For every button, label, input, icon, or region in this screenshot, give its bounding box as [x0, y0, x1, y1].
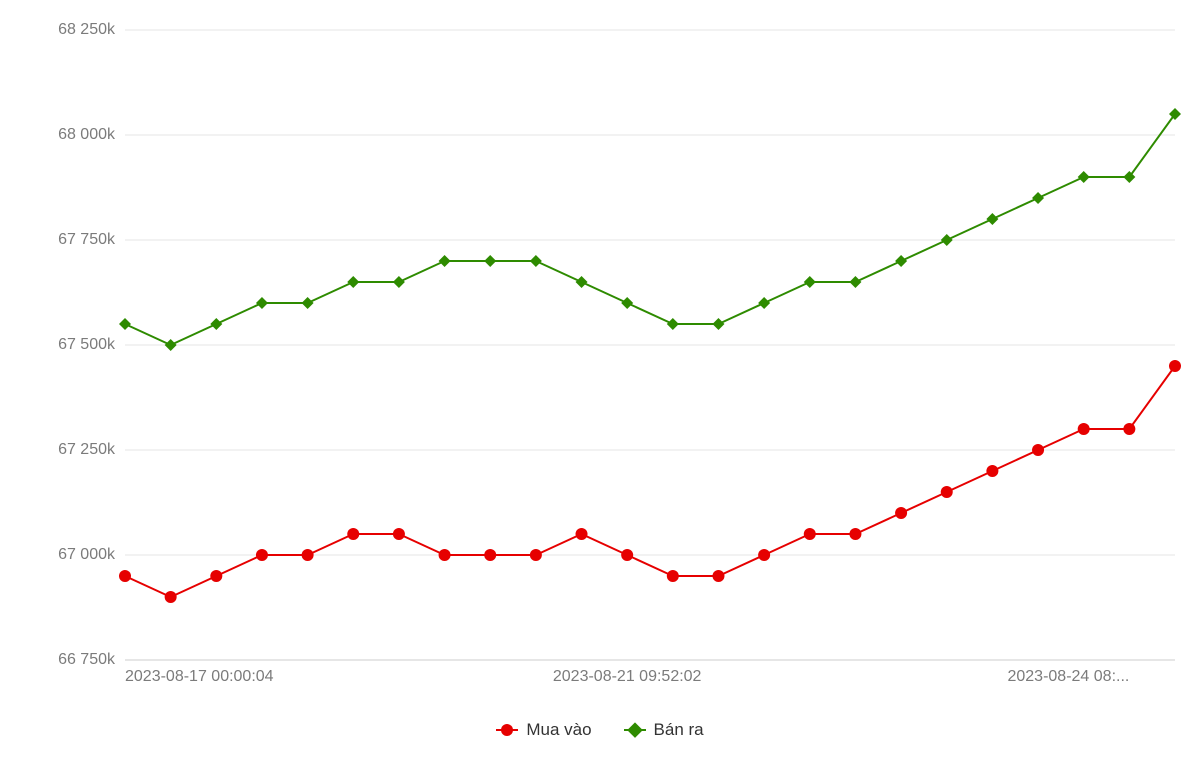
series-marker-mua_vao [941, 486, 953, 498]
legend-swatch [624, 729, 646, 731]
legend-item-mua_vao[interactable]: Mua vào [496, 720, 591, 740]
series-marker-ban_ra [758, 297, 770, 309]
chart-legend: Mua vào Bán ra [0, 720, 1200, 740]
series-marker-ban_ra [119, 318, 131, 330]
legend-label: Mua vào [526, 720, 591, 740]
series-marker-mua_vao [1123, 423, 1135, 435]
series-marker-mua_vao [758, 549, 770, 561]
series-marker-ban_ra [439, 255, 451, 267]
x-tick-label: 2023-08-24 08:... [1007, 668, 1129, 686]
series-marker-ban_ra [393, 276, 405, 288]
series-marker-mua_vao [621, 549, 633, 561]
series-marker-mua_vao [712, 570, 724, 582]
series-marker-mua_vao [849, 528, 861, 540]
series-marker-mua_vao [895, 507, 907, 519]
series-marker-mua_vao [667, 570, 679, 582]
series-marker-ban_ra [621, 297, 633, 309]
legend-marker-circle-icon [501, 724, 513, 736]
y-tick-label: 67 000k [58, 546, 115, 564]
series-marker-ban_ra [712, 318, 724, 330]
y-tick-label: 68 250k [58, 21, 115, 39]
y-tick-label: 67 250k [58, 441, 115, 459]
series-marker-ban_ra [895, 255, 907, 267]
series-marker-ban_ra [849, 276, 861, 288]
y-tick-label: 67 750k [58, 231, 115, 249]
series-marker-ban_ra [302, 297, 314, 309]
series-marker-ban_ra [165, 339, 177, 351]
series-marker-mua_vao [210, 570, 222, 582]
series-marker-mua_vao [530, 549, 542, 561]
series-marker-mua_vao [347, 528, 359, 540]
series-marker-ban_ra [1032, 192, 1044, 204]
series-marker-ban_ra [576, 276, 588, 288]
y-tick-label: 67 500k [58, 336, 115, 354]
series-marker-mua_vao [165, 591, 177, 603]
series-marker-mua_vao [439, 549, 451, 561]
x-tick-label: 2023-08-21 09:52:02 [553, 668, 702, 686]
series-line-mua_vao [125, 366, 1175, 597]
series-marker-mua_vao [119, 570, 131, 582]
series-marker-mua_vao [986, 465, 998, 477]
series-marker-mua_vao [1078, 423, 1090, 435]
series-marker-mua_vao [1169, 360, 1181, 372]
series-marker-mua_vao [393, 528, 405, 540]
legend-swatch [496, 729, 518, 731]
series-marker-ban_ra [941, 234, 953, 246]
series-marker-mua_vao [484, 549, 496, 561]
series-marker-ban_ra [210, 318, 222, 330]
legend-item-ban_ra[interactable]: Bán ra [624, 720, 704, 740]
series-marker-ban_ra [347, 276, 359, 288]
series-marker-mua_vao [576, 528, 588, 540]
chart-svg [0, 0, 1200, 765]
series-marker-ban_ra [484, 255, 496, 267]
series-marker-mua_vao [1032, 444, 1044, 456]
series-marker-mua_vao [804, 528, 816, 540]
price-line-chart: 66 750k 67 000k 67 250k 67 500k 67 750k 68 00… [0, 0, 1200, 765]
series-marker-ban_ra [256, 297, 268, 309]
x-tick-label: 2023-08-17 00:00:04 [125, 668, 274, 686]
y-tick-label: 66 750k [58, 651, 115, 669]
series-marker-ban_ra [986, 213, 998, 225]
series-marker-ban_ra [804, 276, 816, 288]
y-tick-label: 68 000k [58, 126, 115, 144]
series-marker-ban_ra [1078, 171, 1090, 183]
legend-label: Bán ra [654, 720, 704, 740]
series-marker-mua_vao [256, 549, 268, 561]
series-marker-mua_vao [302, 549, 314, 561]
series-marker-ban_ra [667, 318, 679, 330]
series-line-ban_ra [125, 114, 1175, 345]
series-marker-ban_ra [530, 255, 542, 267]
legend-marker-diamond-icon [627, 722, 642, 737]
